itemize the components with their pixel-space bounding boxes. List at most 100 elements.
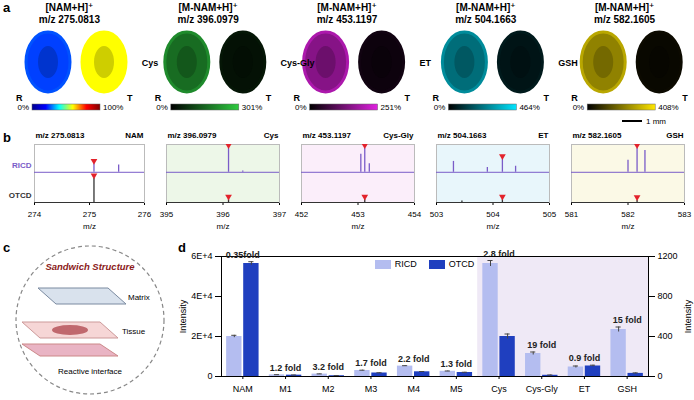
svg-text:T: T xyxy=(266,93,272,103)
svg-text:395: 395 xyxy=(160,210,174,219)
svg-text:m/z: m/z xyxy=(622,222,635,231)
svg-text:NAM: NAM xyxy=(125,131,144,140)
svg-text:ET: ET xyxy=(579,384,591,394)
svg-text:m/z 396.0979: m/z 396.0979 xyxy=(178,14,240,25)
svg-text:m/z: m/z xyxy=(217,222,230,231)
svg-text:583: 583 xyxy=(678,210,692,219)
svg-text:2.2 fold: 2.2 fold xyxy=(398,354,430,364)
svg-text:0.9 fold: 0.9 fold xyxy=(569,353,601,363)
svg-text:OTCD: OTCD xyxy=(9,191,32,200)
svg-text:ET: ET xyxy=(419,58,431,68)
svg-text:[M-NAM+H]⁺: [M-NAM+H]⁺ xyxy=(595,2,654,13)
svg-text:GSH: GSH xyxy=(666,131,684,140)
svg-text:452: 452 xyxy=(295,210,309,219)
svg-text:M4: M4 xyxy=(407,384,420,394)
svg-text:505: 505 xyxy=(543,210,557,219)
svg-text:m/z 504.1663: m/z 504.1663 xyxy=(438,131,487,140)
svg-text:1200: 1200 xyxy=(658,251,678,261)
svg-text:581: 581 xyxy=(565,210,579,219)
svg-text:R: R xyxy=(16,93,23,103)
svg-text:Matrix: Matrix xyxy=(128,293,150,302)
svg-text:0: 0 xyxy=(658,371,663,381)
svg-text:Cys-Gly: Cys-Gly xyxy=(526,384,558,394)
svg-text:0: 0 xyxy=(207,371,212,381)
svg-text:[M-NAM+H]⁺: [M-NAM+H]⁺ xyxy=(317,2,376,13)
svg-text:R: R xyxy=(571,93,578,103)
svg-text:4E+4: 4E+4 xyxy=(191,291,212,301)
svg-text:1.7 fold: 1.7 fold xyxy=(355,358,387,368)
svg-text:m/z 453.1197: m/z 453.1197 xyxy=(303,131,352,140)
svg-text:1.3 fold: 1.3 fold xyxy=(441,359,473,369)
svg-text:m/z 396.0979: m/z 396.0979 xyxy=(168,131,217,140)
svg-text:453: 453 xyxy=(351,210,365,219)
svg-text:RICD: RICD xyxy=(12,161,32,170)
svg-text:454: 454 xyxy=(408,210,422,219)
svg-text:0%: 0% xyxy=(573,103,585,112)
svg-text:1.2 fold: 1.2 fold xyxy=(270,363,302,373)
svg-text:GSH: GSH xyxy=(558,58,578,68)
svg-text:19 fold: 19 fold xyxy=(527,340,556,350)
svg-text:504: 504 xyxy=(486,210,500,219)
svg-text:2E+4: 2E+4 xyxy=(191,331,212,341)
svg-text:m/z 582.1605: m/z 582.1605 xyxy=(573,131,622,140)
svg-text:T: T xyxy=(682,93,688,103)
svg-text:15 fold: 15 fold xyxy=(613,315,642,325)
svg-text:800: 800 xyxy=(658,291,673,301)
svg-text:m/z: m/z xyxy=(487,222,500,231)
svg-text:276: 276 xyxy=(138,210,152,219)
svg-text:T: T xyxy=(127,93,133,103)
svg-text:T: T xyxy=(543,93,549,103)
svg-text:301%: 301% xyxy=(242,103,262,112)
svg-text:T: T xyxy=(405,93,411,103)
svg-text:503: 503 xyxy=(430,210,444,219)
svg-text:Intensity: Intensity xyxy=(178,299,188,333)
svg-text:m/z 275.0813: m/z 275.0813 xyxy=(39,14,101,25)
svg-text:R: R xyxy=(432,93,439,103)
svg-text:400: 400 xyxy=(658,331,673,341)
svg-text:100%: 100% xyxy=(103,103,123,112)
svg-text:397: 397 xyxy=(273,210,287,219)
svg-text:m/z 582.1605: m/z 582.1605 xyxy=(594,14,656,25)
svg-text:408%: 408% xyxy=(658,103,678,112)
svg-text:Reactive interface: Reactive interface xyxy=(58,367,123,376)
svg-text:274: 274 xyxy=(28,210,42,219)
svg-text:Cys-Gly: Cys-Gly xyxy=(383,131,414,140)
svg-text:464%: 464% xyxy=(519,103,539,112)
svg-text:m/z 275.0813: m/z 275.0813 xyxy=(36,131,85,140)
svg-text:0%: 0% xyxy=(434,103,446,112)
svg-text:0%: 0% xyxy=(17,103,29,112)
svg-text:6E+4: 6E+4 xyxy=(191,251,212,261)
svg-text:[M-NAM+H]⁺: [M-NAM+H]⁺ xyxy=(178,2,237,13)
svg-text:Cys: Cys xyxy=(264,131,279,140)
svg-text:[NAM+H]⁺: [NAM+H]⁺ xyxy=(46,2,94,13)
svg-text:3.2 fold: 3.2 fold xyxy=(312,362,344,372)
svg-text:Sandwich Structure: Sandwich Structure xyxy=(45,261,135,272)
svg-text:582: 582 xyxy=(621,210,635,219)
svg-text:0%: 0% xyxy=(156,103,168,112)
svg-text:M2: M2 xyxy=(322,384,335,394)
svg-text:Cys: Cys xyxy=(142,58,159,68)
svg-text:Cys: Cys xyxy=(491,384,507,394)
svg-text:m/z 453.1197: m/z 453.1197 xyxy=(317,14,378,25)
svg-text:R: R xyxy=(294,93,301,103)
svg-text:Tissue: Tissue xyxy=(122,327,146,336)
svg-text:M1: M1 xyxy=(279,384,292,394)
svg-text:[M-NAM+H]⁺: [M-NAM+H]⁺ xyxy=(456,2,515,13)
svg-text:0%: 0% xyxy=(295,103,307,112)
svg-text:1 mm: 1 mm xyxy=(646,117,666,126)
svg-text:Intensity: Intensity xyxy=(683,299,693,333)
svg-text:0.35fold: 0.35fold xyxy=(226,250,260,260)
svg-text:M5: M5 xyxy=(450,384,463,394)
svg-text:NAM: NAM xyxy=(233,384,253,394)
svg-text:m/z: m/z xyxy=(352,222,365,231)
svg-text:275: 275 xyxy=(83,210,97,219)
svg-text:m/z: m/z xyxy=(83,222,96,231)
svg-text:251%: 251% xyxy=(381,103,401,112)
svg-text:Cys-Gly: Cys-Gly xyxy=(281,58,315,68)
svg-text:M3: M3 xyxy=(365,384,378,394)
svg-text:R: R xyxy=(155,93,162,103)
svg-text:GSH: GSH xyxy=(617,384,637,394)
svg-text:ET: ET xyxy=(538,131,548,140)
svg-text:m/z 504.1663: m/z 504.1663 xyxy=(455,14,517,25)
svg-text:396: 396 xyxy=(216,210,230,219)
